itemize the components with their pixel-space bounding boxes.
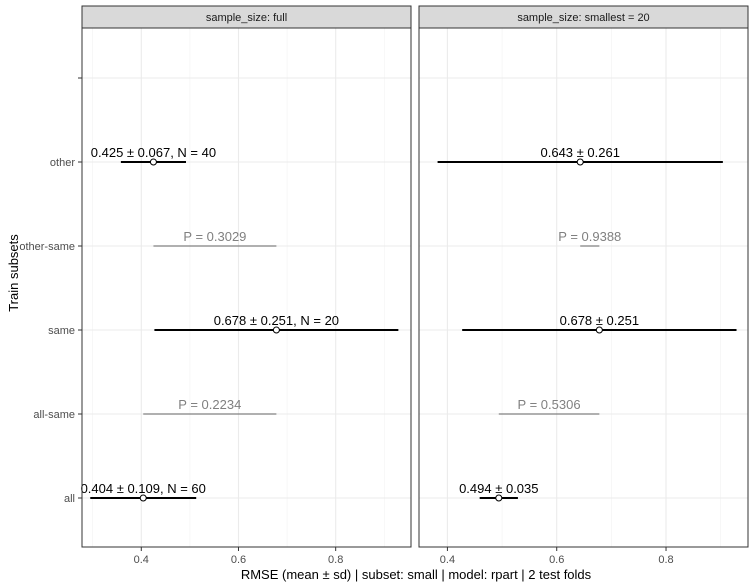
x-tick-label: 0.6 (549, 554, 564, 566)
pvalue-label: P = 0.3029 (183, 229, 246, 244)
y-axis-title: Train subsets (6, 234, 21, 312)
panel-1: sample_size: full P = 0.3029 P = 0.2234 0.4… (81, 5, 412, 566)
mean-point (576, 158, 584, 166)
interval-label: 0.494 ± 0.035 (459, 481, 538, 496)
interval-label: 0.678 ± 0.251 (560, 313, 639, 328)
panel-border (418, 27, 749, 548)
x-tick-label: 0.8 (658, 554, 673, 566)
y-tick-label: other (50, 157, 75, 169)
pvalue-label: P = 0.9388 (558, 229, 621, 244)
pvalue-label: P = 0.2234 (178, 397, 241, 412)
mean-point (495, 494, 503, 502)
plot-area (82, 28, 411, 547)
y-tick-label: same (48, 325, 75, 337)
x-tick-label: 0.8 (328, 554, 343, 566)
mean-point (139, 494, 147, 502)
x-tick-label: 0.6 (231, 554, 246, 566)
mean-point (149, 158, 157, 166)
interval-label: 0.404 ± 0.109, N = 60 (81, 481, 206, 496)
facet-strip-label: sample_size: full (206, 12, 287, 24)
panel-border (81, 27, 412, 548)
interval-label: 0.425 ± 0.067, N = 40 (91, 145, 216, 160)
x-tick-label: 0.4 (440, 554, 455, 566)
mean-point (272, 326, 280, 334)
interval-label: 0.678 ± 0.251, N = 20 (214, 313, 339, 328)
x-axis-title: RMSE (mean ± sd) | subset: small | model… (241, 567, 592, 582)
plot-area (419, 28, 748, 547)
mean-point (595, 326, 603, 334)
x-tick-label: 0.4 (134, 554, 149, 566)
y-tick-label: other-same (19, 241, 75, 253)
panel-2: sample_size: smallest = 20 P = 0.9388 P = … (418, 5, 749, 566)
y-axis: all all-same same other-same other (19, 77, 82, 505)
panels: sample_size: full P = 0.3029 P = 0.2234 0.4… (81, 5, 749, 566)
y-tick-label: all (64, 493, 75, 505)
y-tick-label: all-same (33, 409, 75, 421)
facet-strip-label: sample_size: smallest = 20 (517, 12, 649, 24)
pvalue-label: P = 0.5306 (518, 397, 581, 412)
interval-label: 0.643 ± 0.261 (541, 145, 620, 160)
